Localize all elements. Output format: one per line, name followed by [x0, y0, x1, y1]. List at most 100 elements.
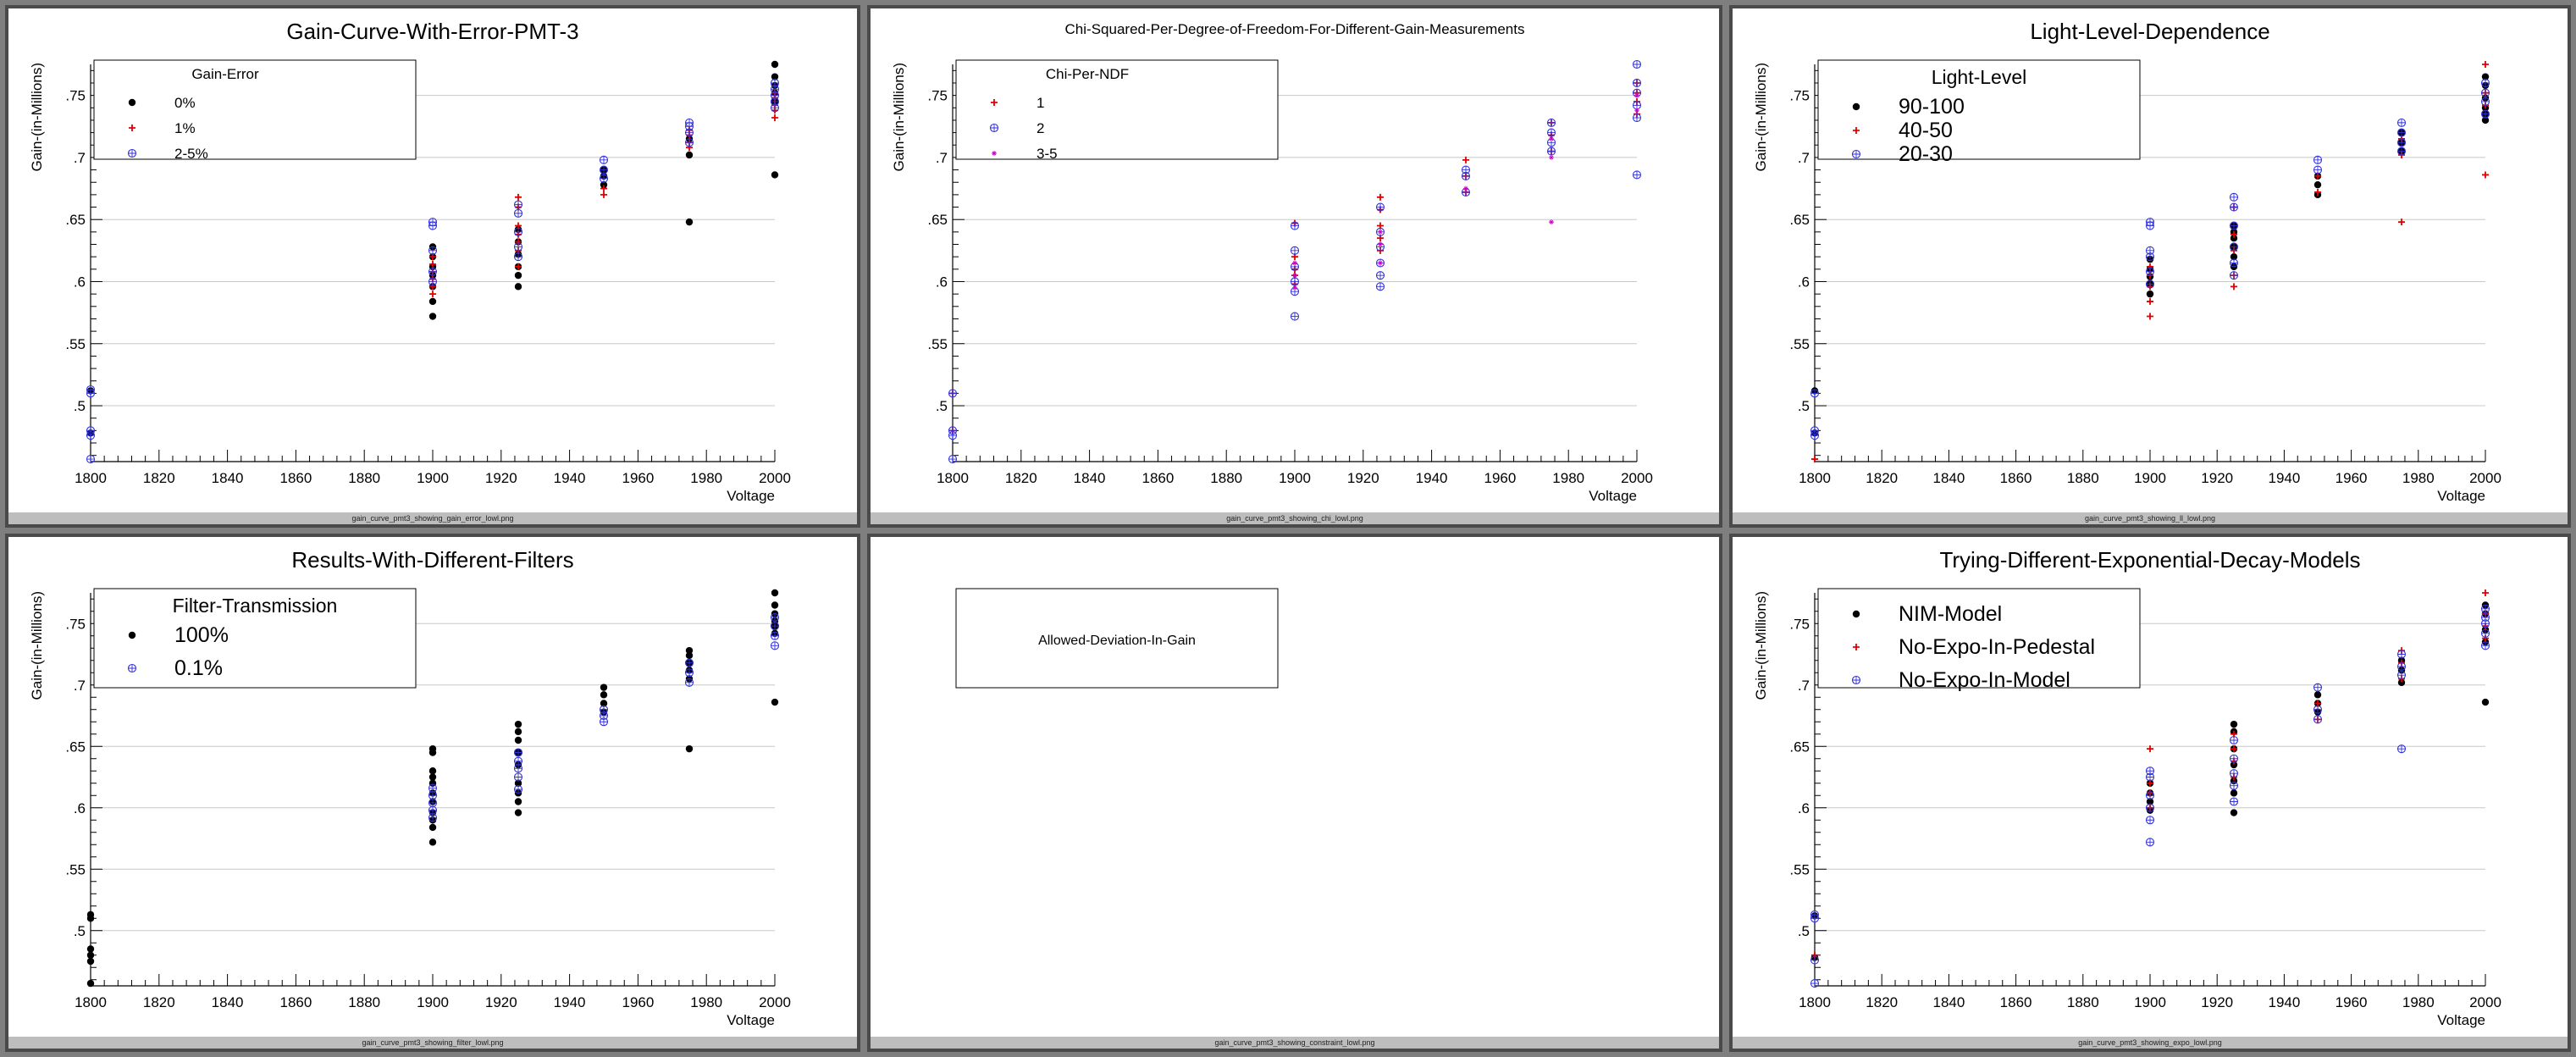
- y-tick-label: .75: [927, 88, 948, 104]
- legend-marker: [127, 148, 137, 158]
- y-tick-label: .6: [936, 274, 948, 290]
- x-tick-label: 1920: [1347, 470, 1379, 486]
- data-point: [428, 798, 438, 808]
- data-point: [2229, 258, 2239, 268]
- y-tick-label: .75: [1789, 616, 1810, 632]
- x-tick-label: 2000: [759, 994, 791, 1010]
- data-point: [513, 208, 523, 218]
- y-axis-label: Gain-(in-Millions): [29, 63, 45, 171]
- data-point: [2146, 290, 2154, 298]
- data-point: [600, 683, 608, 691]
- data-point: [2145, 218, 2155, 227]
- data-point: [1290, 277, 1300, 286]
- series-1: [948, 59, 1642, 464]
- data-point: [2230, 234, 2238, 242]
- y-axis-label: Gain-(in-Millions): [891, 63, 907, 171]
- data-point: [2480, 641, 2490, 650]
- data-point: [1546, 128, 1556, 137]
- data-point: [2145, 791, 2155, 800]
- data-point: [2231, 745, 2237, 753]
- data-point: [2230, 761, 2238, 769]
- x-tick-label: 1920: [2201, 994, 2233, 1010]
- data-point: [513, 242, 523, 252]
- data-point: [513, 772, 523, 782]
- x-axis-label: Voltage: [1589, 488, 1637, 504]
- y-tick-label: .5: [74, 923, 86, 939]
- chart-pad-light-level: Light-Level-Dependence .5 .55 .6 .65 .7 .75 180…: [1729, 5, 2571, 528]
- data-point: [1290, 246, 1300, 255]
- data-point: [514, 728, 522, 736]
- data-point: [2480, 628, 2490, 638]
- data-point: [684, 138, 694, 147]
- data-point: [2481, 116, 2490, 125]
- data-point: [684, 658, 694, 667]
- x-tick-label: 1880: [348, 470, 380, 486]
- legend-box: [93, 588, 417, 689]
- data-point: [514, 283, 522, 291]
- data-point: [685, 651, 694, 660]
- data-point: [2396, 138, 2407, 147]
- data-point: [428, 267, 438, 276]
- x-tick-label: 1800: [1799, 994, 1831, 1010]
- data-point: [684, 668, 694, 678]
- data-point: [429, 260, 436, 268]
- data-point: [2145, 267, 2155, 276]
- legend-marker: [1852, 610, 1860, 618]
- data-point: [2145, 246, 2155, 255]
- x-tick-label: 1880: [348, 994, 380, 1010]
- data-point: [2480, 109, 2490, 119]
- y-tick-label: .75: [1789, 88, 1810, 104]
- data-point: [2229, 192, 2239, 202]
- x-tick-label: 1820: [1866, 994, 1898, 1010]
- legend-marker: [1851, 675, 1861, 685]
- x-tick-label: 1800: [937, 470, 969, 486]
- y-tick-label: .5: [936, 398, 948, 414]
- data-point: [428, 767, 437, 775]
- chart-svg: Allowed-Deviation-In-Gain: [955, 588, 1279, 689]
- data-point: [2230, 809, 2238, 816]
- x-tick-label: 1880: [2067, 470, 2099, 486]
- y-tick-label: .6: [74, 800, 86, 816]
- data-point: [2146, 798, 2154, 805]
- x-tick-label: 1880: [2067, 994, 2099, 1010]
- legend-marker: [989, 123, 999, 133]
- data-point: [1546, 118, 1556, 127]
- chart-title: Results-With-Different-Filters: [291, 547, 573, 573]
- data-point: [948, 389, 958, 398]
- data-point: [1634, 108, 1639, 113]
- data-point: [428, 805, 438, 815]
- legend-title: Gain-Error: [191, 66, 259, 82]
- data-point: [2229, 769, 2239, 778]
- legend-label: 0%: [174, 95, 196, 111]
- legend-box: [1817, 588, 2141, 689]
- data-point: [1811, 456, 1818, 463]
- x-tick-label: 1940: [2268, 470, 2300, 486]
- x-tick-label: 1820: [143, 994, 175, 1010]
- y-tick-label: .7: [74, 150, 86, 166]
- data-point: [1810, 426, 1820, 435]
- x-tick-label: 1920: [2201, 470, 2233, 486]
- data-point: [2313, 715, 2323, 724]
- x-tick-label: 1940: [2268, 994, 2300, 1010]
- data-point: [2396, 118, 2407, 127]
- chart-pad-allowed-deviation: Allowed-Deviation-In-Gain gain_curve_pmt…: [867, 534, 1722, 1052]
- data-point: [1462, 156, 1469, 163]
- data-point: [513, 227, 523, 236]
- x-axis-label: Voltage: [727, 488, 775, 504]
- series-2: [86, 78, 780, 464]
- data-point: [86, 910, 95, 919]
- x-tick-label: 1860: [279, 994, 312, 1010]
- chart-pad-gain-error: Gain-Curve-With-Error-PMT-3 .5 .55 .6 .65 .7.…: [5, 5, 860, 528]
- data-point: [1290, 312, 1300, 321]
- x-tick-label: 1920: [485, 994, 517, 1010]
- x-tick-label: 1800: [1799, 470, 1831, 486]
- data-point: [948, 455, 958, 464]
- x-tick-label: 1820: [1866, 470, 1898, 486]
- data-point: [1292, 260, 1297, 266]
- data-point: [1810, 389, 1820, 398]
- x-tick-label: 1840: [1074, 470, 1106, 486]
- x-tick-label: 1860: [2000, 470, 2032, 486]
- data-point: [515, 193, 522, 201]
- data-point: [513, 756, 523, 766]
- data-point: [86, 951, 95, 959]
